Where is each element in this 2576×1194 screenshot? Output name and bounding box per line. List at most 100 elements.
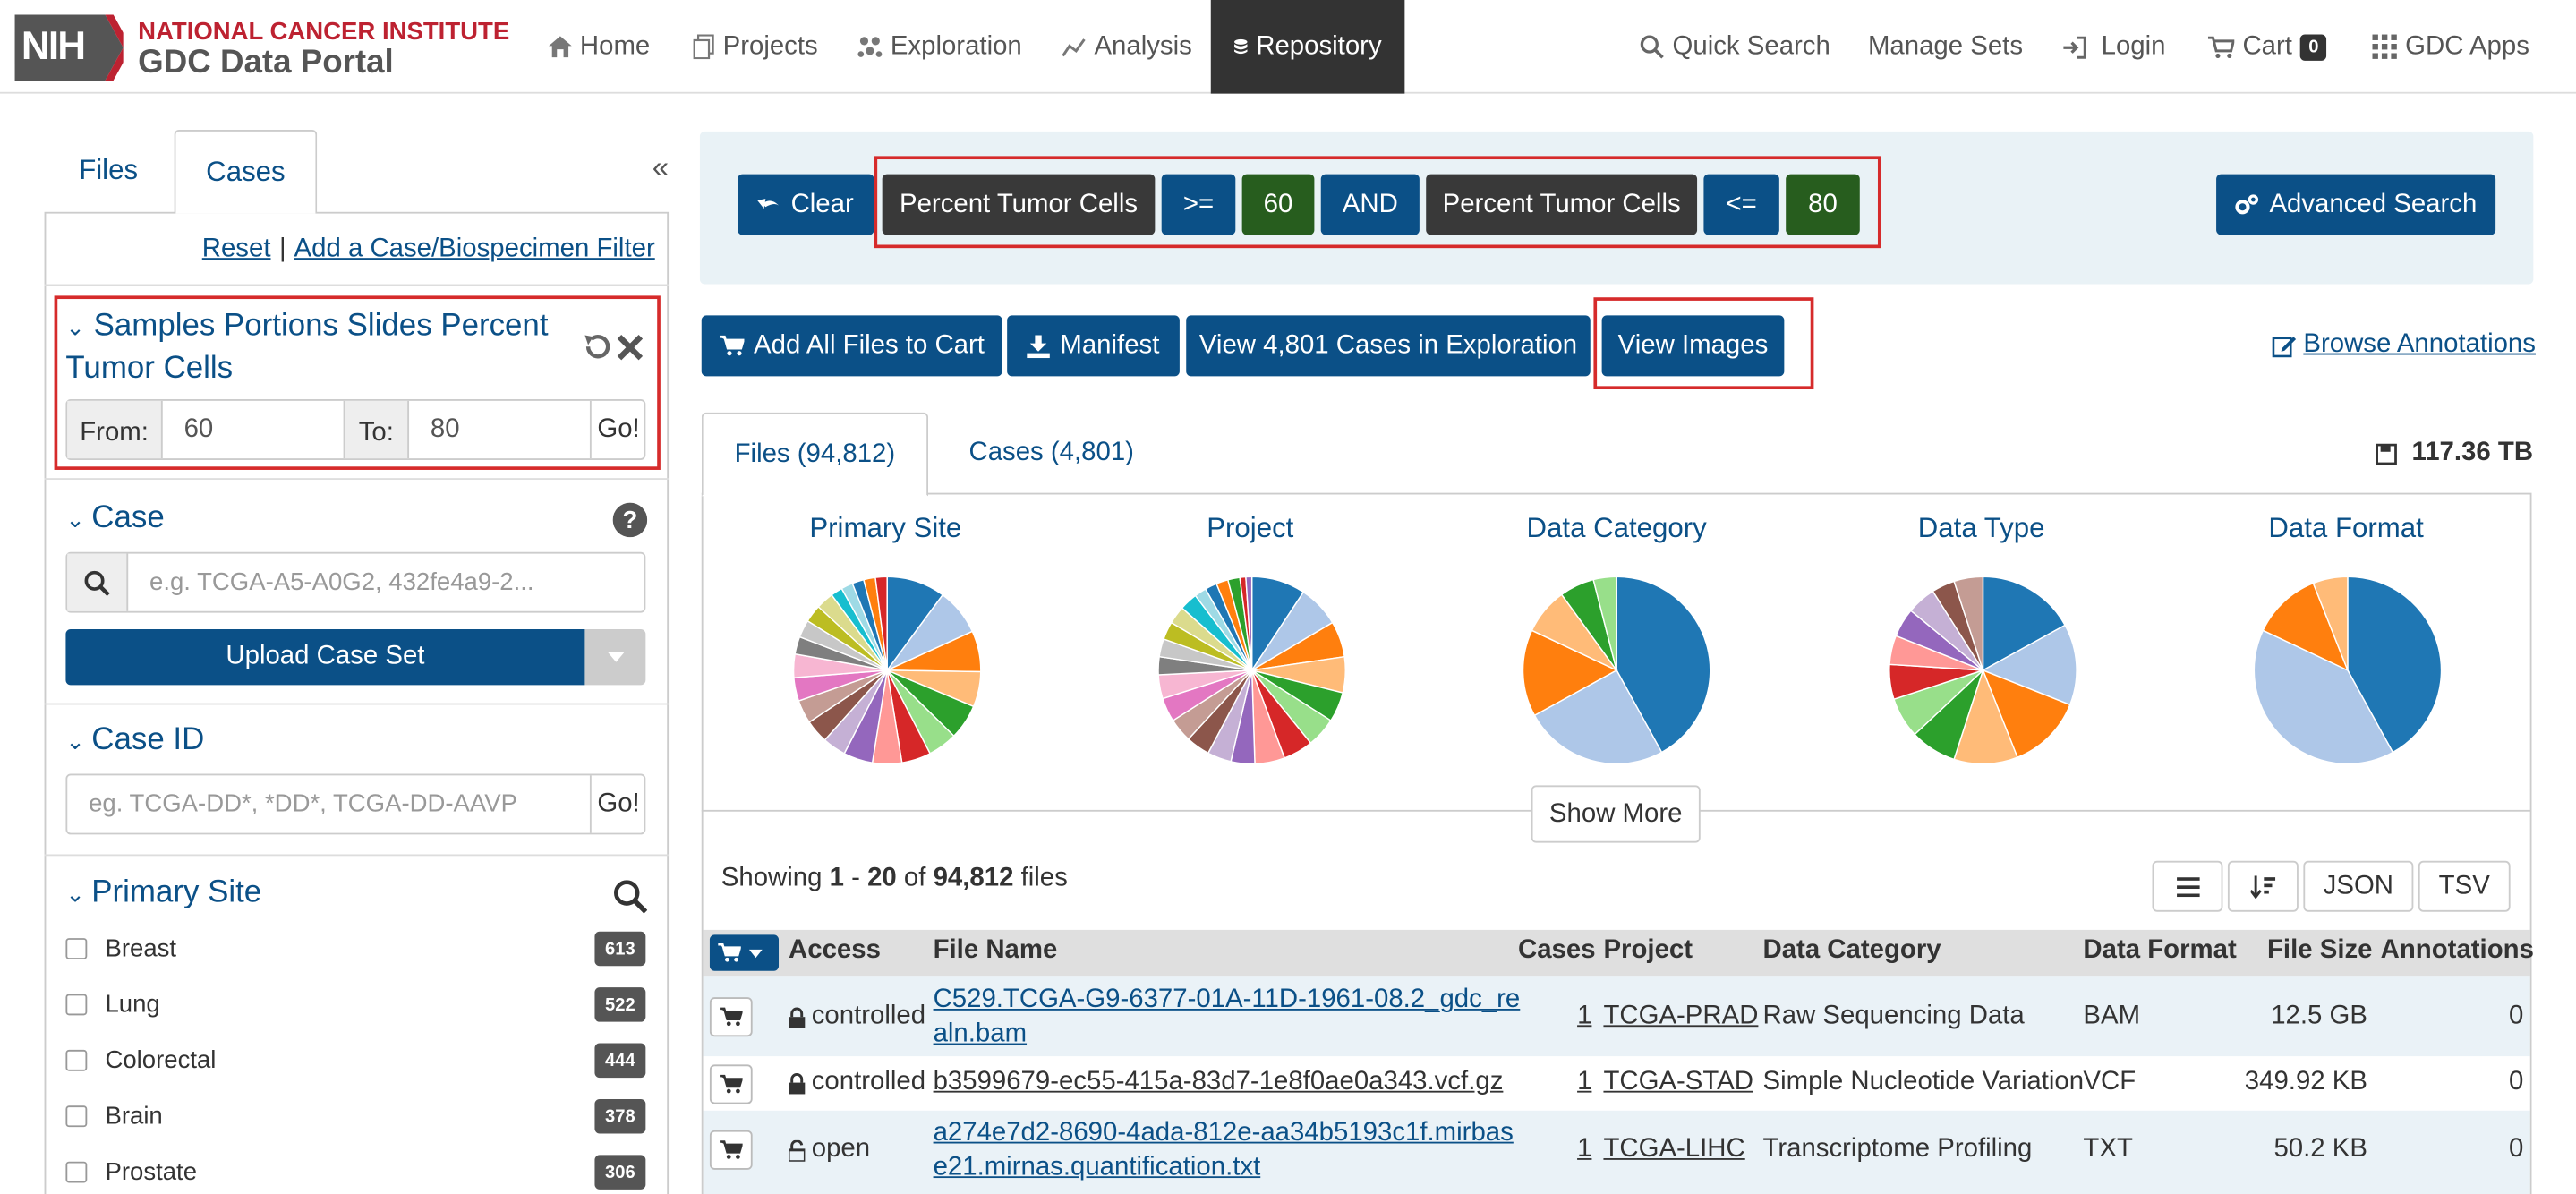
- cases-count-link[interactable]: 1: [1577, 1068, 1592, 1096]
- facet-search-icon[interactable]: [613, 879, 648, 914]
- nav-analysis[interactable]: Analysis: [1062, 0, 1192, 94]
- file-name-link[interactable]: C529.TCGA-G9-6377-01A-11D-1961-08.2_gdc_…: [934, 983, 1521, 1052]
- column-header-data-category[interactable]: Data Category: [1762, 936, 1941, 965]
- column-header-data-format[interactable]: Data Format: [2083, 936, 2237, 965]
- project-link[interactable]: TCGA-STAD: [1603, 1068, 1753, 1096]
- sidebar-tab-files[interactable]: Files: [45, 132, 173, 210]
- pie-slice[interactable]: [1982, 576, 2067, 672]
- tab-cases[interactable]: Cases (4,801): [936, 413, 1166, 495]
- pie-slice[interactable]: [2312, 576, 2349, 671]
- tumor-go-button[interactable]: Go!: [589, 400, 645, 459]
- collapse-sidebar-button[interactable]: «: [652, 150, 670, 184]
- nav-quick-search[interactable]: Quick Search: [1640, 0, 1830, 94]
- advanced-search-button[interactable]: Advanced Search: [2216, 174, 2496, 235]
- project-link[interactable]: TCGA-LIHC: [1603, 1135, 1745, 1164]
- pie-slice[interactable]: [2253, 629, 2394, 765]
- filter-value-pill[interactable]: 60: [1241, 174, 1315, 235]
- view-cases-in-exploration-button[interactable]: View 4,801 Cases in Exploration: [1186, 315, 1591, 377]
- primary-site-facet-title[interactable]: ⌄ Primary Site: [65, 875, 261, 911]
- pie-slice[interactable]: [1982, 669, 2071, 759]
- column-header-file-size[interactable]: File Size: [2266, 936, 2373, 965]
- file-name-link[interactable]: b3599679-ec55-415a-83d7-1e8f0ae0a343.vcf…: [933, 1068, 1504, 1096]
- sidebar-tab-cases[interactable]: Cases: [174, 130, 318, 214]
- add-all-files-to-cart-button[interactable]: Add All Files to Cart: [701, 315, 1002, 377]
- cases-count-link[interactable]: 1: [1577, 1002, 1592, 1030]
- add-to-cart-button[interactable]: [709, 1064, 753, 1104]
- column-header-project[interactable]: Project: [1603, 936, 1693, 965]
- nav-projects[interactable]: Projects: [693, 0, 818, 94]
- pie-slice[interactable]: [1616, 576, 1711, 754]
- column-header-file-name[interactable]: File Name: [933, 936, 1058, 965]
- sidebar-reset-link[interactable]: Reset: [201, 235, 271, 263]
- column-header-annotations[interactable]: Annotations: [2380, 936, 2534, 965]
- pie-slice[interactable]: [874, 576, 888, 670]
- checkbox[interactable]: [65, 1161, 88, 1183]
- help-icon[interactable]: ?: [612, 502, 648, 538]
- pie-slice[interactable]: [1953, 576, 1984, 671]
- project-link[interactable]: TCGA-PRAD: [1603, 1002, 1759, 1030]
- pie-slice[interactable]: [1981, 624, 2077, 706]
- column-header-cases[interactable]: Cases: [1518, 936, 1596, 965]
- case-id-go-button[interactable]: Go!: [589, 775, 645, 833]
- tumor-facet-title[interactable]: ⌄ Samples Portions Slides Percent Tumor …: [65, 305, 575, 390]
- to-input[interactable]: 80: [430, 415, 460, 444]
- filter-operator-pill[interactable]: >=: [1161, 174, 1236, 235]
- pie-slice[interactable]: [1592, 576, 1617, 671]
- tsv-export-button[interactable]: TSV: [2418, 860, 2511, 912]
- pie-slice[interactable]: [1953, 668, 2018, 765]
- project-pie-chart[interactable]: [1156, 575, 1347, 765]
- upload-case-set-button[interactable]: Upload Case Set: [65, 628, 585, 686]
- json-export-button[interactable]: JSON: [2303, 860, 2414, 912]
- filter-value-pill[interactable]: 80: [1786, 174, 1860, 235]
- from-input[interactable]: 60: [183, 415, 214, 444]
- nav-cart[interactable]: Cart 0: [2207, 0, 2327, 94]
- sort-button[interactable]: [2227, 860, 2299, 912]
- cases-count-link[interactable]: 1: [1577, 1135, 1592, 1164]
- reset-facet-icon[interactable]: [582, 330, 615, 363]
- case-id-input[interactable]: eg. TCGA-DD*, *DD*, TCGA-DD-AAVP: [89, 789, 517, 819]
- case-id-facet-title[interactable]: ⌄ Case ID: [65, 723, 204, 759]
- filter-field-pill[interactable]: Percent Tumor Cells: [882, 174, 1156, 235]
- nav-repository[interactable]: Repository: [1210, 0, 1405, 94]
- upload-dropdown-button[interactable]: [584, 628, 646, 686]
- add-to-cart-button[interactable]: [709, 1130, 753, 1170]
- checkbox[interactable]: [65, 1105, 88, 1128]
- manifest-button[interactable]: Manifest: [1007, 315, 1180, 377]
- add-filter-link[interactable]: Add a Case/Biospecimen Filter: [294, 235, 655, 263]
- file-name-link[interactable]: a274e7d2-8690-4ada-812e-aa34b5193c1f.mir…: [934, 1115, 1514, 1184]
- data-category-pie-chart[interactable]: [1522, 575, 1712, 765]
- checkbox[interactable]: [65, 994, 88, 1016]
- data-type-pie-chart[interactable]: [1888, 575, 2078, 765]
- filter-field-pill[interactable]: Percent Tumor Cells: [1426, 174, 1698, 235]
- sidebar-panel: [44, 211, 670, 1194]
- primary-site-pie-chart[interactable]: [792, 575, 983, 765]
- show-more-button[interactable]: Show More: [1531, 785, 1701, 843]
- file-size-cell: 50.2 KB: [2273, 1135, 2367, 1164]
- checkbox[interactable]: [65, 1049, 88, 1071]
- checkbox[interactable]: [65, 938, 88, 959]
- pie-slice[interactable]: [1522, 629, 1618, 717]
- add-to-cart-button[interactable]: [709, 997, 753, 1037]
- nav-home[interactable]: Home: [549, 0, 650, 94]
- filter-operator-pill[interactable]: <=: [1703, 174, 1779, 235]
- nav-manage-sets[interactable]: Manage Sets: [1868, 0, 2023, 94]
- nav-exploration[interactable]: Exploration: [857, 0, 1022, 94]
- pie-slice[interactable]: [2347, 576, 2443, 754]
- nih-logo[interactable]: NIH: [14, 14, 124, 81]
- browse-annotations-link[interactable]: Browse Annotations: [2272, 330, 2536, 360]
- pie-slice[interactable]: [1533, 669, 1663, 765]
- column-header-access[interactable]: Access: [789, 936, 881, 965]
- column-toggle-button[interactable]: [2152, 860, 2223, 912]
- view-images-button[interactable]: View Images: [1601, 315, 1785, 377]
- case-search-input[interactable]: e.g. TCGA-A5-A0G2, 432fe4a9-2...: [149, 568, 534, 597]
- clear-button[interactable]: Clear: [738, 174, 874, 235]
- data-format-pie-chart[interactable]: [2252, 575, 2443, 765]
- remove-facet-icon[interactable]: [616, 334, 644, 362]
- nav-login[interactable]: Login: [2062, 0, 2165, 94]
- pie-slice[interactable]: [1245, 576, 1253, 670]
- pie-slice[interactable]: [2262, 582, 2350, 672]
- nav-gdc-apps[interactable]: GDC Apps: [2372, 0, 2529, 94]
- select-all-cart-button[interactable]: [709, 934, 780, 971]
- tab-files[interactable]: Files (94,812): [701, 412, 929, 497]
- case-facet-title[interactable]: ⌄ Case: [65, 501, 164, 537]
